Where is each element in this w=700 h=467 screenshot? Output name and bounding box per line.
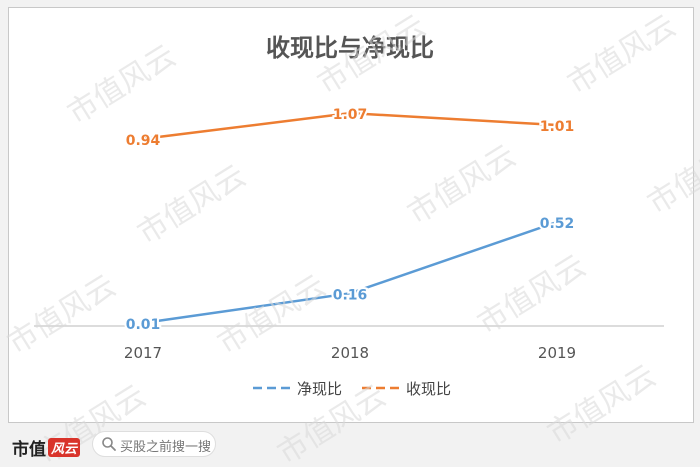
- series-line-1: [142, 111, 558, 141]
- data-label: 0.94: [126, 133, 161, 149]
- x-tick-label: 2019: [538, 344, 576, 362]
- series-line-0: [142, 220, 558, 325]
- search-placeholder: 买股之前搜一搜: [120, 440, 212, 455]
- data-label: 0.52: [540, 216, 575, 232]
- x-tick-label: 2018: [331, 344, 369, 362]
- data-label: 0.16: [333, 287, 368, 303]
- legend-label: 净现比: [297, 380, 342, 398]
- x-tick-labels: 2017 2018 2019: [124, 344, 576, 362]
- chart-card: [8, 7, 694, 423]
- x-tick-label: 2017: [124, 344, 162, 362]
- brand-logo: 市值 风云: [12, 435, 81, 460]
- data-label: 1.07: [333, 107, 368, 123]
- footer-bar: 市值 风云 买股之前搜一搜: [0, 425, 700, 467]
- search-box[interactable]: 买股之前搜一搜: [92, 431, 216, 457]
- data-label: 1.01: [540, 119, 575, 135]
- series-layer: 0.01 0.16 0.52 0.94 1.07 1.01: [124, 105, 577, 335]
- legend: 净现比 收现比: [253, 380, 451, 398]
- search-icon: [102, 437, 116, 451]
- brand-name: 市值: [12, 440, 46, 460]
- data-label: 0.01: [126, 317, 161, 333]
- legend-label: 收现比: [406, 380, 451, 398]
- brand-mark: 风云: [48, 438, 81, 457]
- chart-title: 收现比与净现比: [266, 34, 434, 62]
